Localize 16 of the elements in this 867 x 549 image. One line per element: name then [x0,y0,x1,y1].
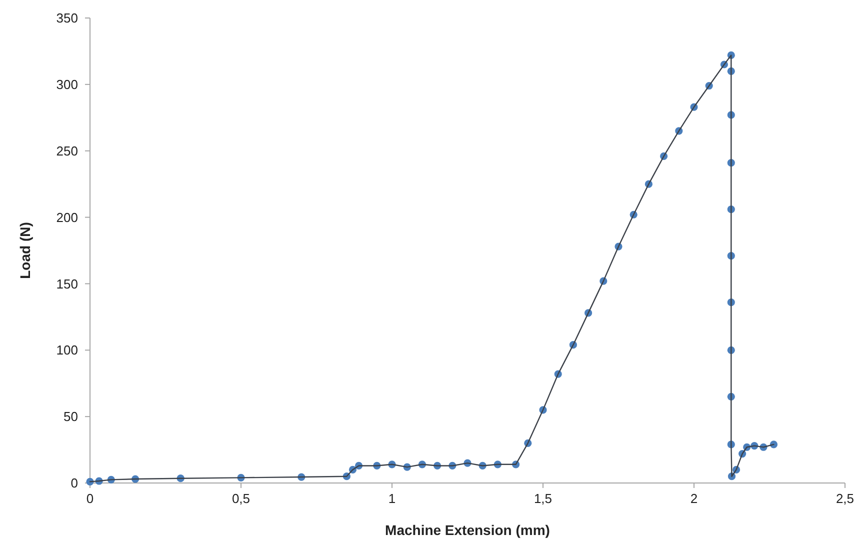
y-tick-label: 250 [56,143,78,158]
x-tick-label: 1,5 [534,491,552,506]
y-tick-label: 350 [56,10,78,26]
x-tick-label: 0 [86,491,94,506]
y-tick-label: 200 [56,210,78,225]
y-tick-label: 300 [56,76,78,92]
y-tick-label: 150 [56,276,78,292]
y-tick-label: 100 [56,342,78,358]
x-tick-label: 2 [690,491,698,506]
x-axis-title: Machine Extension (mm) [385,522,550,538]
x-tick-label: 1 [388,491,396,506]
y-tick-label: 0 [70,476,78,491]
x-tick-label: 0,5 [232,491,250,506]
y-axis-title: Load (N) [17,222,33,279]
y-tick-label: 50 [64,409,78,424]
x-tick-label: 2,5 [836,491,854,506]
